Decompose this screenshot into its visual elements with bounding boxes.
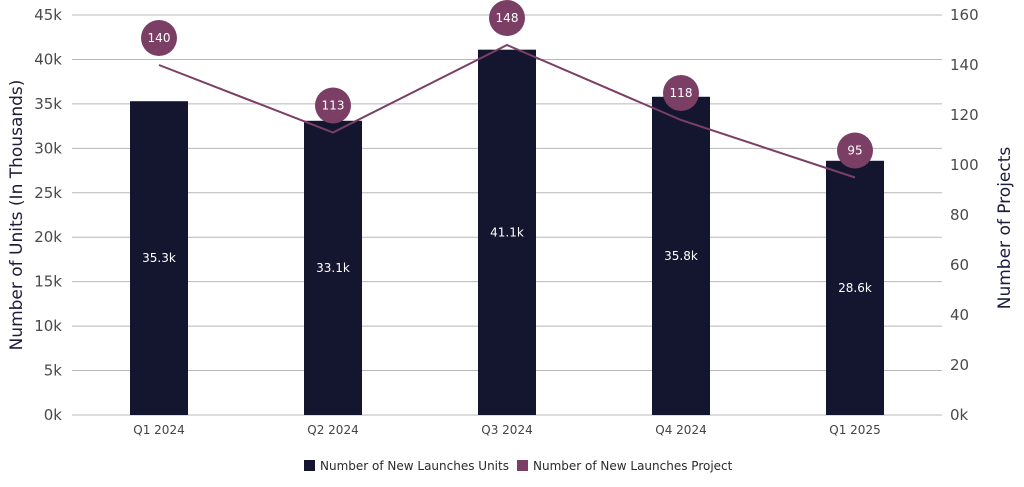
project-bubble xyxy=(837,132,873,169)
project-bubble xyxy=(663,75,699,111)
left-tick-label: 35k xyxy=(34,95,62,113)
project-bubble xyxy=(315,87,351,124)
bar-value-label: 35.8k xyxy=(664,249,698,263)
project-value-label: 118 xyxy=(670,86,693,100)
legend: Number of New Launches Units Number of N… xyxy=(304,459,733,473)
right-tick-label: 140 xyxy=(950,56,979,74)
legend-swatch-units xyxy=(304,460,315,471)
bar-units xyxy=(826,160,884,415)
left-tick-label: 0k xyxy=(44,406,63,424)
bars: 35.3k 33.1k 41.1k 35.8k 28.6k xyxy=(130,49,884,416)
bar-units xyxy=(478,49,536,416)
x-axis-ticks: Q1 2024 Q2 2024 Q3 2024 Q4 2024 Q1 2025 xyxy=(133,423,880,437)
project-value-label: 140 xyxy=(148,31,171,45)
project-value-label: 113 xyxy=(322,99,345,113)
right-axis-ticks: 0k 20 40 60 80 100 120 140 160 xyxy=(950,6,979,424)
right-tick-label: 100 xyxy=(950,156,979,174)
right-tick-label: 120 xyxy=(950,106,979,124)
legend-label-units: Number of New Launches Units xyxy=(320,459,509,473)
right-tick-label: 160 xyxy=(950,6,979,24)
legend-label-projects: Number of New Launches Project xyxy=(533,459,733,473)
left-tick-label: 20k xyxy=(34,228,62,246)
left-tick-label: 10k xyxy=(34,317,62,335)
bar-units xyxy=(304,120,362,416)
category-label: Q1 2024 xyxy=(133,423,184,437)
right-tick-label: 60 xyxy=(950,256,969,274)
right-axis-title: Number of Projects xyxy=(995,147,1015,310)
bar-units xyxy=(130,101,188,415)
project-line xyxy=(158,43,856,179)
left-tick-label: 25k xyxy=(34,184,62,202)
legend-swatch-projects xyxy=(517,460,528,471)
category-label: Q1 2025 xyxy=(829,423,880,437)
bar-value-label: 41.1k xyxy=(490,225,524,239)
project-value-label: 95 xyxy=(847,144,862,158)
left-axis-title: Number of Units (In Thousands) xyxy=(7,80,27,351)
bar-value-label: 28.6k xyxy=(838,281,872,295)
project-value-label: 148 xyxy=(496,11,519,25)
right-tick-label: 20 xyxy=(950,356,969,374)
right-tick-label: 0k xyxy=(950,406,969,424)
left-tick-label: 15k xyxy=(34,273,62,291)
left-tick-label: 45k xyxy=(34,6,62,24)
bar-units xyxy=(652,96,710,416)
category-label: Q3 2024 xyxy=(481,423,532,437)
category-label: Q2 2024 xyxy=(307,423,358,437)
project-bubbles: 140 113 148 118 95 xyxy=(141,0,873,169)
bar-value-label: 35.3k xyxy=(142,251,176,265)
left-axis-ticks: 0k 5k 10k 15k 20k 25k 30k 35k 40k 45k xyxy=(34,6,62,424)
right-tick-label: 80 xyxy=(950,206,969,224)
left-tick-label: 5k xyxy=(44,362,63,380)
left-tick-label: 40k xyxy=(34,50,62,68)
bar-value-label: 33.1k xyxy=(316,261,350,275)
project-bubble xyxy=(489,0,525,36)
project-bubble xyxy=(141,20,177,56)
category-label: Q4 2024 xyxy=(655,423,706,437)
left-tick-label: 30k xyxy=(34,139,62,157)
projects-line xyxy=(158,43,856,179)
right-tick-label: 40 xyxy=(950,306,969,324)
